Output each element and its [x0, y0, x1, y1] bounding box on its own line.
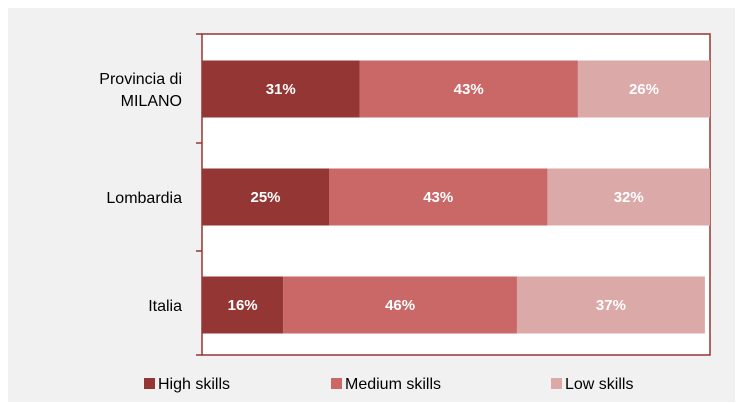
bar-segment [202, 168, 329, 226]
category-label: Provincia di [99, 71, 182, 88]
category-label: Lombardia [106, 190, 182, 207]
data-label: 31% [266, 81, 296, 98]
data-label: 26% [629, 81, 659, 98]
legend-label: Low skills [565, 376, 633, 393]
data-label: 16% [228, 297, 258, 314]
bar-segment [202, 60, 360, 118]
category-label: MILANO [121, 93, 182, 110]
bar-segment [516, 276, 705, 334]
data-label: 43% [454, 81, 484, 98]
bar-segment [329, 168, 548, 226]
data-label: 37% [596, 297, 626, 314]
legend-label: High skills [158, 376, 230, 393]
legend-swatch [144, 378, 155, 389]
legend-label: Medium skills [345, 376, 441, 393]
legend-swatch [551, 378, 562, 389]
bar-segment [547, 168, 710, 226]
legend-swatch [331, 378, 342, 389]
category-label: Italia [148, 298, 182, 315]
data-label: 25% [250, 189, 280, 206]
bar-segment [283, 276, 517, 334]
data-label: 46% [385, 297, 415, 314]
data-label: 43% [423, 189, 453, 206]
data-label: 32% [614, 189, 644, 206]
bar-segment [202, 276, 284, 334]
bar-segment [577, 60, 710, 118]
bar-segment [359, 60, 578, 118]
